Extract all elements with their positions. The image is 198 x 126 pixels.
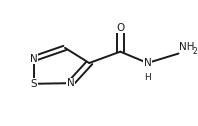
Text: 2: 2 xyxy=(192,46,197,56)
Text: O: O xyxy=(116,23,124,33)
Text: N: N xyxy=(30,54,38,64)
Text: H: H xyxy=(144,73,151,82)
Text: N: N xyxy=(67,78,75,88)
Text: NH: NH xyxy=(179,42,195,52)
Text: S: S xyxy=(31,79,37,89)
Text: N: N xyxy=(144,58,151,68)
